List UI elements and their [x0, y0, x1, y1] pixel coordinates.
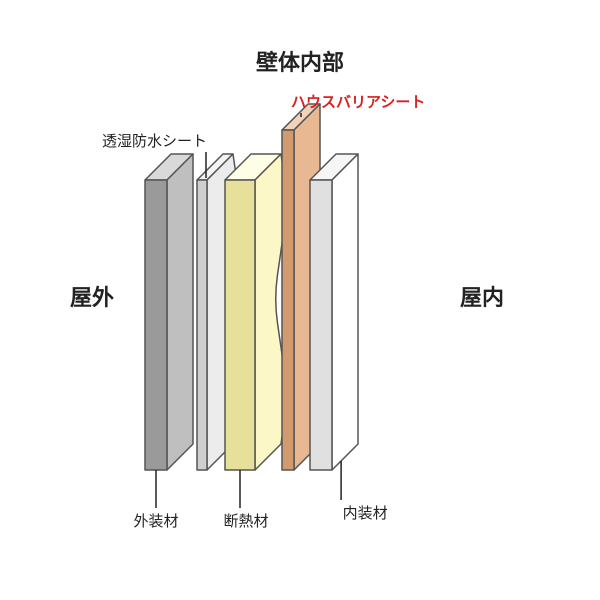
- label-insulation: 断熱材: [223, 513, 268, 530]
- label-exterior: 外装材: [133, 513, 178, 530]
- right-side-label: 屋内: [460, 285, 504, 310]
- label-barrier: ハウスバリアシート: [291, 94, 425, 111]
- left-side-label: 屋外: [70, 285, 114, 310]
- diagram-title: 壁体内部: [256, 50, 344, 75]
- label-interior: 内装材: [343, 505, 388, 522]
- label-membrane: 透湿防水シート: [102, 133, 207, 150]
